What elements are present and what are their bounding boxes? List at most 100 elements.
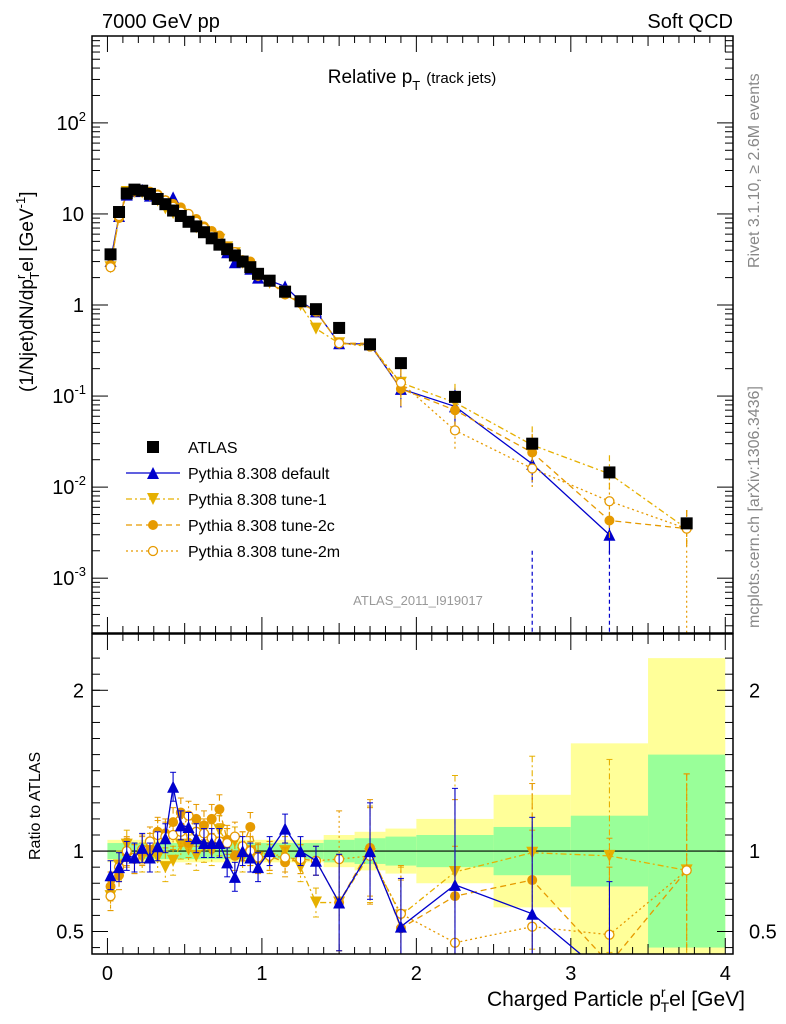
main-point <box>527 463 538 474</box>
ratio-point <box>364 845 377 858</box>
ylabel-a: (1/Njet)dN/dp <box>17 279 38 392</box>
legend-marker <box>148 520 158 530</box>
ratio-point <box>309 854 322 867</box>
ratio-point <box>159 861 172 874</box>
ratio-point <box>221 856 234 869</box>
legend-label: Pythia 8.308 tune-2c <box>188 518 335 535</box>
ratio-point <box>182 820 195 833</box>
ratio-x-tick-label: 2 <box>411 963 422 985</box>
ratio-ticks: 0.5 0.5 1 1 2 2 0 1 2 3 4 <box>56 634 777 985</box>
header-left: 7000 GeV pp <box>102 11 220 33</box>
ylabel-c: ] <box>17 191 38 196</box>
main-point <box>604 515 615 526</box>
ratio-y-tick-label: 2 <box>73 680 84 702</box>
ratio-y-tick-label: 0.5 <box>56 921 84 943</box>
ratio-point <box>252 861 265 874</box>
ratio-point <box>104 869 117 882</box>
ratio-point <box>167 854 180 867</box>
main-y-tick-label: 10-1 <box>52 382 86 408</box>
ratio-point <box>604 959 614 969</box>
ratio-point <box>244 851 257 864</box>
ylabel-sub: T <box>27 272 42 280</box>
main-point <box>395 377 407 388</box>
main-y-tick-label: 1 <box>73 295 84 317</box>
ylabel-b: el [GeV <box>17 208 38 272</box>
xlabel-sup: r <box>661 984 666 1000</box>
ratio-point <box>309 896 322 909</box>
main-y-tick-label: 102 <box>57 109 86 135</box>
main-y-tick-label: 10-3 <box>52 564 86 590</box>
ratio-point <box>526 907 539 920</box>
xlabel-sub: T <box>661 999 670 1015</box>
ratio-point <box>183 838 194 849</box>
main-y-label: (1/Njet)dN/dprTel [GeV-1] <box>13 191 42 392</box>
ratio-panel: 0.5 0.5 1 1 2 2 0 1 2 3 4 Ratio to ATLAS Charged P… <box>27 633 777 1015</box>
x-axis-label: Charged Particle pr Tel [GeV] <box>487 984 745 1015</box>
ratio-point <box>136 841 149 854</box>
main-point <box>105 262 116 273</box>
main-panel: Relative pT (track jets) ATLAS_2011_I9190… <box>13 35 734 634</box>
main-point <box>527 447 538 458</box>
ratio-point <box>333 896 346 909</box>
main-point <box>394 357 407 370</box>
ratio-point <box>263 845 276 858</box>
ratio-point <box>143 851 156 864</box>
ratio-point <box>603 849 616 862</box>
main-point <box>113 206 126 219</box>
ratio-frame <box>91 633 734 955</box>
analysis-id: ATLAS_2011_I919017 <box>353 593 483 608</box>
ratio-y-label: Ratio to ATLAS <box>27 752 44 860</box>
main-point <box>309 322 322 335</box>
rivet-label: Rivet 3.1.10, ≥ 2.6M events <box>746 73 763 268</box>
ratio-point <box>174 819 187 832</box>
ratio-point <box>159 832 172 845</box>
main-point <box>364 338 377 351</box>
legend-marker <box>147 493 159 505</box>
ratio-series <box>104 755 693 984</box>
ratio-x-tick-label: 3 <box>565 963 576 985</box>
legend-marker <box>147 545 159 557</box>
main-title-sub: T <box>412 78 420 93</box>
header-right: Soft QCD <box>647 11 733 33</box>
ratio-point <box>113 861 126 874</box>
ratio-point <box>105 890 116 902</box>
main-point <box>333 338 345 349</box>
ratio-point <box>228 870 241 883</box>
main-y-tick-label: 10 <box>62 204 84 226</box>
legend-marker <box>147 441 159 453</box>
main-point <box>604 496 615 507</box>
ratio-series-0 <box>104 771 615 984</box>
main-point <box>309 303 322 316</box>
ratio-point <box>394 920 407 933</box>
main-y-tick-label: 10-2 <box>52 473 86 499</box>
legend-label: ATLAS <box>188 440 238 457</box>
ratio-point <box>245 821 256 832</box>
ratio-point <box>229 850 240 861</box>
main-title-paren: (track jets) <box>426 70 496 87</box>
legend: ATLAS Pythia 8.308 default Pythia 8.308 tu… <box>126 440 340 561</box>
main-title-text: Relative p <box>328 67 413 88</box>
main-series-0 <box>104 183 693 530</box>
ratio-point <box>167 780 180 793</box>
ratio-point <box>294 845 307 858</box>
ratio-point <box>206 813 217 824</box>
ratio-y-tick-label-right: 1 <box>749 841 760 863</box>
main-point <box>449 405 460 416</box>
ratio-point <box>603 972 615 984</box>
ratio-point <box>279 822 292 835</box>
ratio-point <box>128 851 141 864</box>
ratio-point <box>151 840 164 853</box>
ratio-point <box>681 865 692 876</box>
main-point <box>449 425 461 436</box>
ratio-y-tick-label: 1 <box>73 841 84 863</box>
mcplots-label: mcplots.cern.ch [arXiv:1306.3436] <box>746 386 763 628</box>
ratio-y-tick-label-right: 0.5 <box>749 921 777 943</box>
ratio-x-tick-label: 0 <box>102 963 113 985</box>
legend-label: Pythia 8.308 tune-2m <box>188 544 340 561</box>
main-point <box>104 248 117 261</box>
main-point <box>252 267 265 280</box>
main-point <box>603 466 616 479</box>
main-series <box>104 183 693 633</box>
ylabel-sup: r <box>13 274 28 279</box>
